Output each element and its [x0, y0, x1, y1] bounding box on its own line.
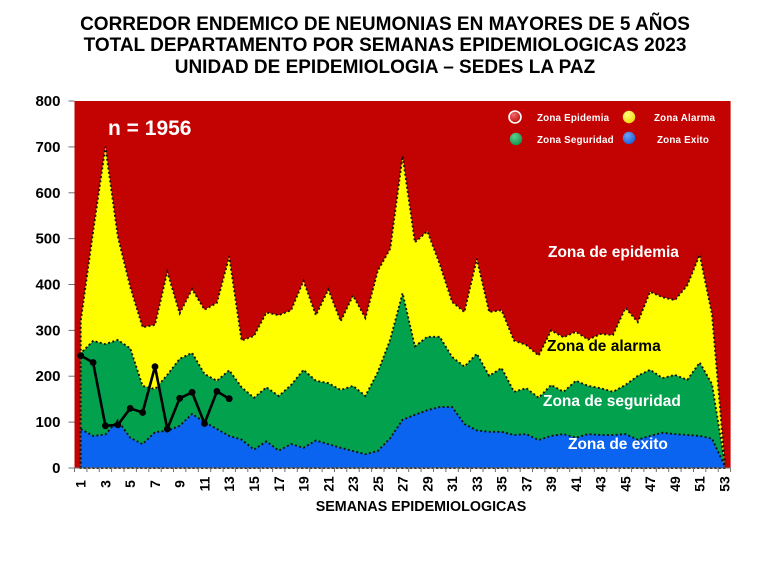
svg-text:3: 3 — [97, 480, 113, 488]
svg-text:49: 49 — [667, 476, 683, 492]
svg-text:Zona de exito: Zona de exito — [568, 436, 668, 453]
svg-text:33: 33 — [469, 476, 485, 492]
svg-text:11: 11 — [197, 476, 213, 491]
svg-text:Zona de epidemia: Zona de epidemia — [548, 244, 679, 261]
svg-text:n = 1956: n = 1956 — [108, 117, 191, 140]
svg-text:43: 43 — [593, 476, 609, 492]
svg-text:45: 45 — [617, 476, 633, 492]
svg-text:500: 500 — [35, 231, 60, 248]
svg-text:Zona de alarma: Zona de alarma — [547, 338, 661, 355]
svg-text:47: 47 — [642, 476, 658, 492]
svg-text:35: 35 — [494, 476, 510, 492]
svg-text:Zona de seguridad: Zona de seguridad — [543, 393, 681, 410]
svg-text:7: 7 — [147, 480, 163, 488]
svg-text:41: 41 — [568, 476, 584, 492]
svg-text:29: 29 — [419, 476, 435, 492]
svg-text:Zona Seguridad: Zona Seguridad — [537, 135, 614, 146]
svg-text:39: 39 — [543, 476, 559, 492]
svg-text:9: 9 — [172, 480, 188, 488]
svg-text:23: 23 — [345, 476, 361, 492]
svg-text:17: 17 — [271, 476, 287, 492]
svg-text:200: 200 — [35, 368, 60, 385]
svg-text:700: 700 — [35, 139, 60, 156]
svg-text:21: 21 — [320, 476, 336, 492]
svg-text:13: 13 — [221, 476, 237, 492]
svg-text:53: 53 — [716, 476, 732, 492]
svg-text:400: 400 — [35, 277, 60, 294]
svg-text:1: 1 — [73, 480, 89, 488]
svg-text:800: 800 — [35, 93, 60, 110]
svg-text:100: 100 — [35, 414, 60, 431]
svg-text:0: 0 — [52, 460, 60, 477]
svg-text:27: 27 — [395, 476, 411, 492]
svg-text:Zona Epidemia: Zona Epidemia — [537, 113, 610, 124]
svg-text:51: 51 — [692, 476, 708, 492]
svg-text:SEMANAS EPIDEMIOLOGICAS: SEMANAS EPIDEMIOLOGICAS — [316, 499, 527, 515]
svg-text:300: 300 — [35, 322, 60, 339]
svg-text:19: 19 — [296, 476, 312, 492]
svg-text:Zona Alarma: Zona Alarma — [654, 113, 716, 124]
svg-text:25: 25 — [370, 476, 386, 492]
svg-text:37: 37 — [518, 476, 534, 492]
svg-text:Zona Exito: Zona Exito — [657, 135, 709, 146]
svg-text:31: 31 — [444, 476, 460, 492]
svg-text:15: 15 — [246, 476, 262, 492]
svg-text:600: 600 — [35, 185, 60, 202]
svg-text:5: 5 — [122, 480, 138, 488]
